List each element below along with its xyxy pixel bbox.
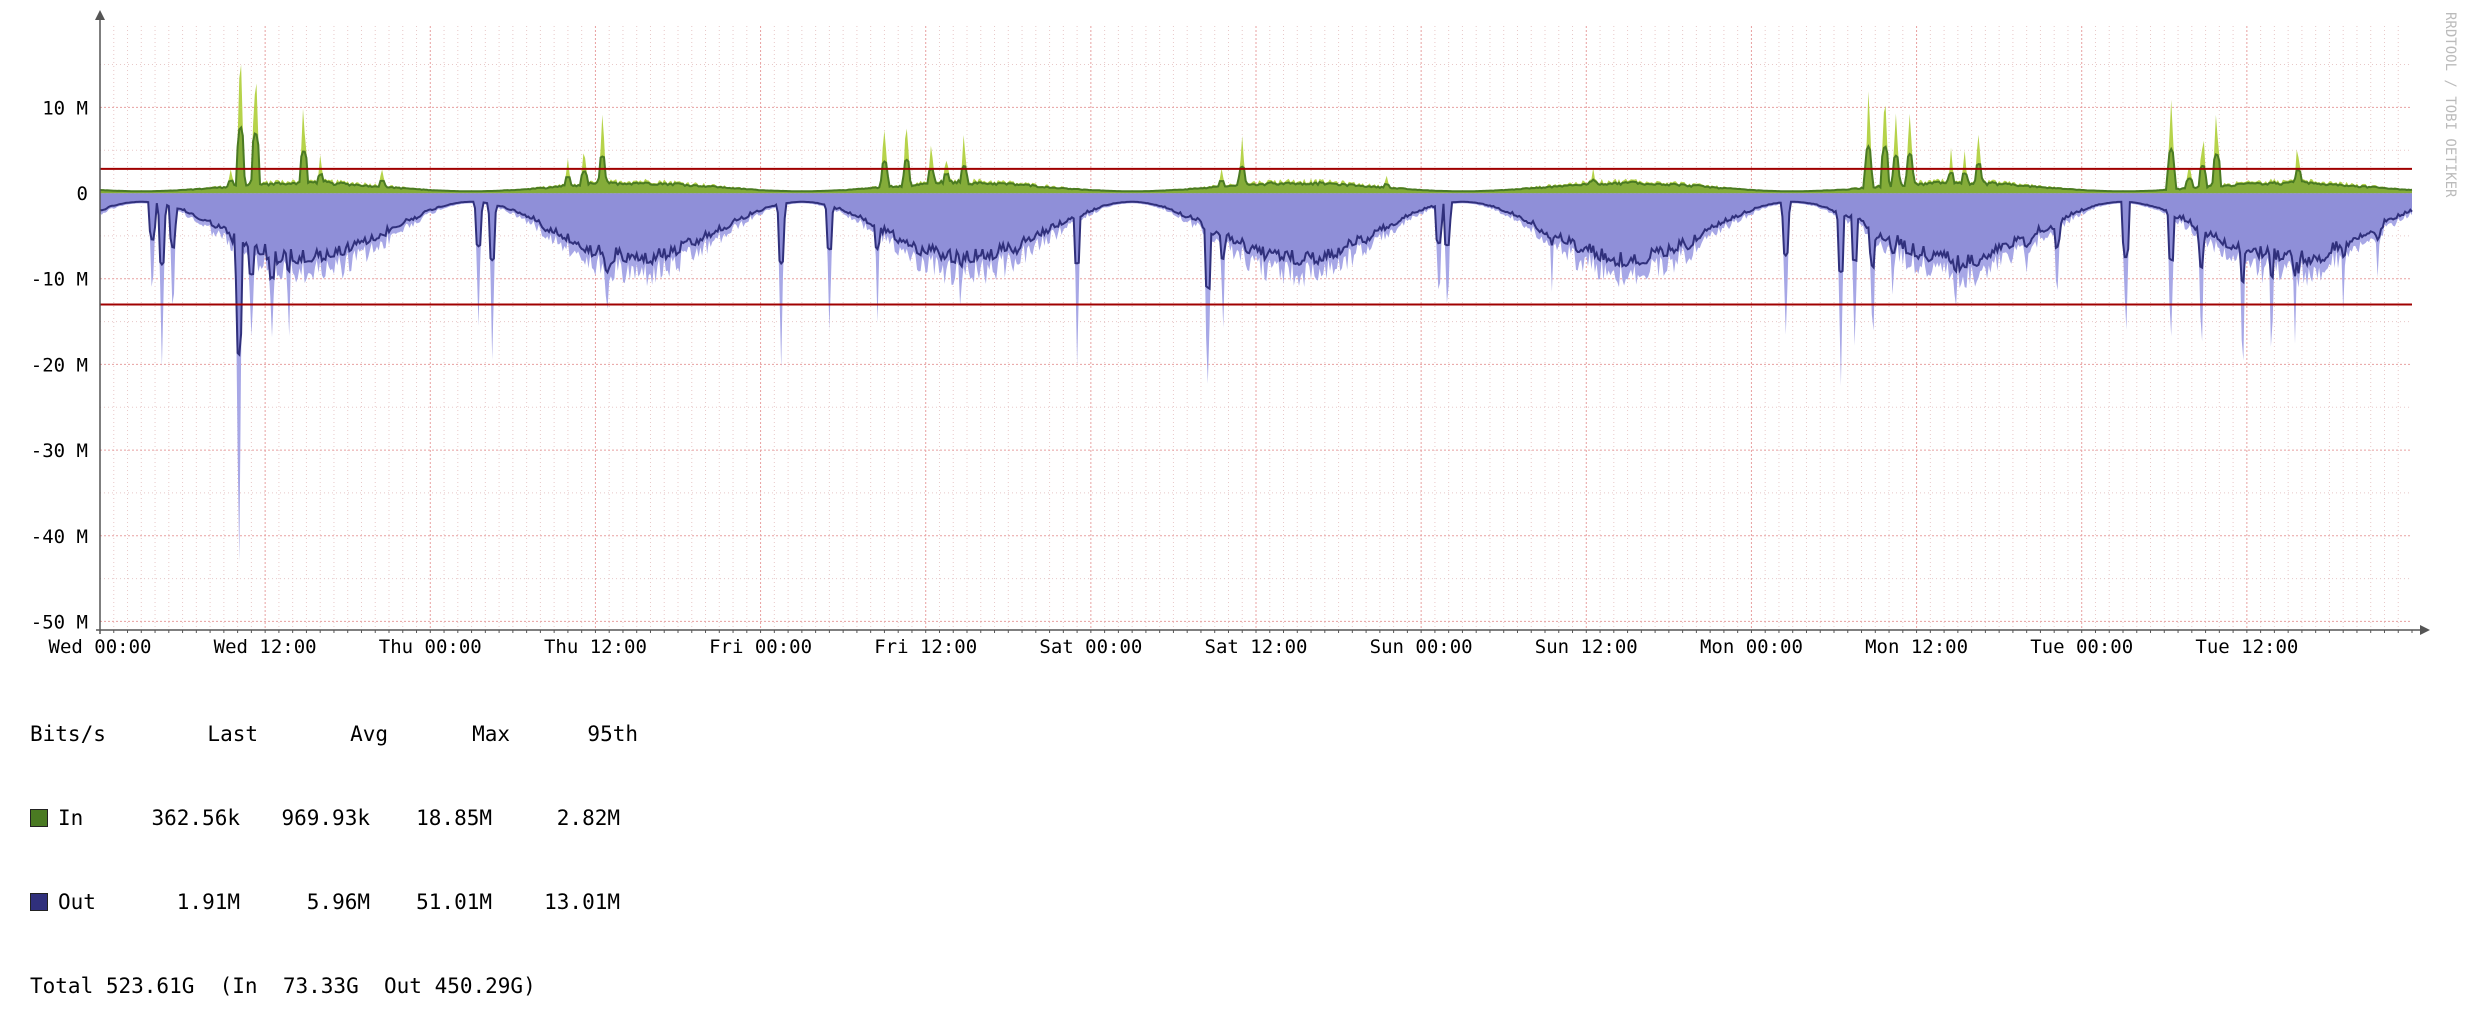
y-tick-label: -20 M bbox=[31, 354, 88, 376]
x-tick-label: Sun 12:00 bbox=[1535, 636, 1638, 658]
rrdtool-watermark: RRDTOOL / TOBI OETIKER bbox=[2442, 12, 2458, 198]
x-tick-label: Fri 12:00 bbox=[874, 636, 977, 658]
y-tick-label: 0 bbox=[77, 183, 88, 205]
x-tick-label: Thu 00:00 bbox=[379, 636, 482, 658]
out-avg-area bbox=[100, 193, 2412, 355]
y-tick-label: -50 M bbox=[31, 611, 88, 633]
legend-row-out: Out 1.91M 5.96M 51.01M 13.01M bbox=[30, 888, 638, 916]
legend-out-avg: 5.96M bbox=[306, 890, 370, 914]
y-tick-labels: 10 M 0 -10 M -20 M -30 M -40 M -50 M bbox=[31, 97, 88, 633]
legend-in-max: 18.85M bbox=[416, 806, 492, 830]
legend-out-95th: 13.01M bbox=[544, 890, 620, 914]
legend-header: Bits/s Last Avg Max 95th bbox=[30, 720, 638, 748]
legend-in-95th: 2.82M bbox=[556, 806, 620, 830]
minor-grid bbox=[100, 26, 2412, 630]
traffic-chart: 10 M 0 -10 M -20 M -30 M -40 M -50 M Wed 00:00… bbox=[31, 10, 2458, 658]
x-tick-label: Tue 12:00 bbox=[2195, 636, 2298, 658]
out-swatch bbox=[30, 893, 48, 911]
threshold-lines bbox=[100, 167, 2412, 306]
x-tick-label: Thu 12:00 bbox=[544, 636, 647, 658]
series-areas bbox=[99, 64, 2413, 562]
x-tick-label: Sun 00:00 bbox=[1370, 636, 1473, 658]
y-tick-label: -40 M bbox=[31, 526, 88, 548]
x-tick-label: Wed 00:00 bbox=[49, 636, 152, 658]
y-tick-label: -30 M bbox=[31, 440, 88, 462]
x-tick-label: Sat 00:00 bbox=[1039, 636, 1142, 658]
legend-in-name: In bbox=[58, 806, 84, 830]
legend-out-name: Out bbox=[58, 890, 96, 914]
x-tick-labels: Wed 00:00 Wed 12:00 Thu 00:00 Thu 12:00 Fri … bbox=[49, 636, 2299, 658]
legend-in-last: 362.56k bbox=[151, 806, 240, 830]
in-series-line bbox=[99, 125, 2413, 193]
x-tick-label: Mon 00:00 bbox=[1700, 636, 1803, 658]
legend: Bits/s Last Avg Max 95th In 362.56k 969.… bbox=[30, 664, 638, 1028]
legend-row-in: In 362.56k 969.93k 18.85M 2.82M bbox=[30, 804, 638, 832]
in-max-area bbox=[100, 64, 2412, 194]
legend-col-avg: Avg bbox=[350, 722, 388, 746]
legend-total: Total 523.61G (In 73.33G Out 450.29G) bbox=[30, 972, 638, 1000]
legend-in-avg: 969.93k bbox=[281, 806, 370, 830]
out-series-line bbox=[99, 200, 2413, 357]
y-tick-label: 10 M bbox=[42, 97, 88, 119]
x-tick-label: Sat 12:00 bbox=[1205, 636, 1308, 658]
major-grid bbox=[100, 26, 2412, 630]
legend-col-95th: 95th bbox=[587, 722, 638, 746]
x-tick-label: Tue 00:00 bbox=[2030, 636, 2133, 658]
in-avg-area bbox=[100, 127, 2412, 194]
x-tick-label: Wed 12:00 bbox=[214, 636, 317, 658]
y-axis-arrow bbox=[95, 10, 105, 20]
legend-out-max: 51.01M bbox=[416, 890, 492, 914]
in-swatch bbox=[30, 809, 48, 827]
legend-total-text: Total 523.61G (In 73.33G Out 450.29G) bbox=[30, 974, 536, 998]
axes bbox=[95, 10, 2430, 635]
legend-col-last: Last bbox=[207, 722, 258, 746]
legend-unit: Bits/s bbox=[30, 722, 106, 746]
x-tick-label: Mon 12:00 bbox=[1865, 636, 1968, 658]
y-tick-label: -10 M bbox=[31, 269, 88, 291]
legend-out-last: 1.91M bbox=[176, 890, 240, 914]
legend-col-max: Max bbox=[472, 722, 510, 746]
x-axis-arrow bbox=[2420, 625, 2430, 635]
x-tick-label: Fri 00:00 bbox=[709, 636, 812, 658]
